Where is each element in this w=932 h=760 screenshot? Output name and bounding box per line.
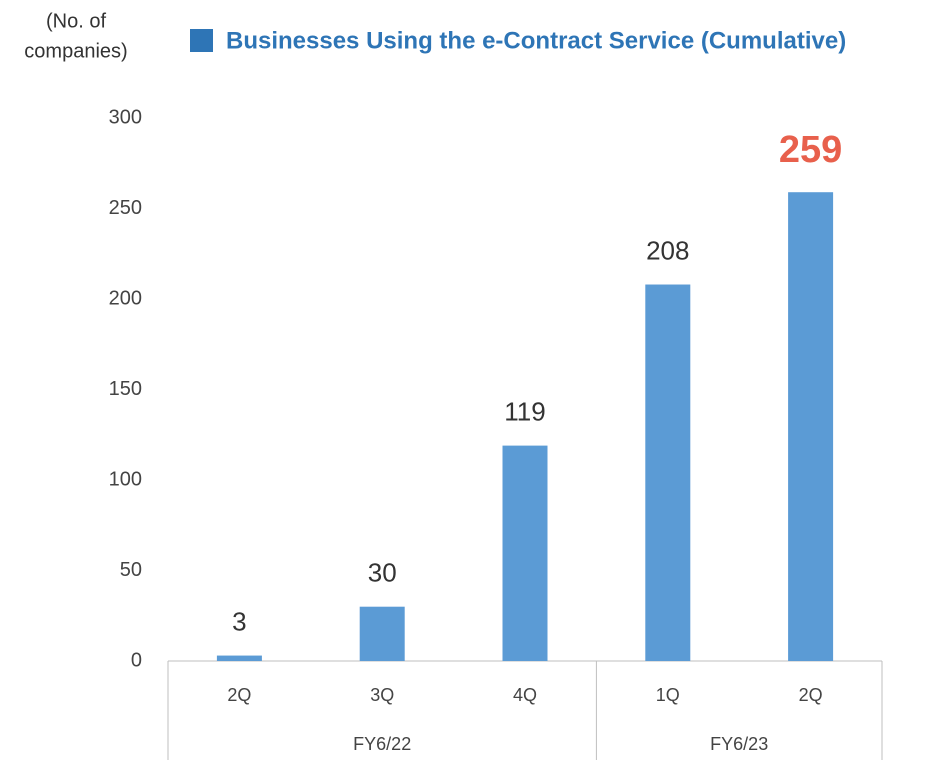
value-label: 30 xyxy=(368,558,397,588)
y-tick-label: 50 xyxy=(120,559,142,581)
y-tick-label: 200 xyxy=(109,287,142,309)
x-tick-label: 4Q xyxy=(513,685,537,705)
y-axis-label: (No. of xyxy=(46,10,106,32)
value-label: 3 xyxy=(232,606,246,636)
x-tick-label: 2Q xyxy=(799,685,823,705)
y-tick-label: 100 xyxy=(109,468,142,490)
chart-title: Businesses Using the e-Contract Service … xyxy=(226,27,846,54)
value-label: 208 xyxy=(646,235,689,265)
bar xyxy=(788,192,834,661)
y-tick-label: 0 xyxy=(131,649,142,671)
legend-swatch xyxy=(190,29,213,52)
bar xyxy=(645,284,691,661)
bar xyxy=(502,445,548,661)
bar xyxy=(216,655,262,661)
y-tick-label: 150 xyxy=(109,378,142,400)
y-tick-label: 300 xyxy=(109,106,142,128)
x-tick-label: 1Q xyxy=(656,685,680,705)
group-label: FY6/22 xyxy=(353,734,411,754)
x-tick-label: 2Q xyxy=(227,685,251,705)
group-label: FY6/23 xyxy=(710,734,768,754)
y-axis-label: companies) xyxy=(24,40,127,62)
value-label: 119 xyxy=(504,396,545,426)
bar xyxy=(359,606,405,661)
y-tick-label: 250 xyxy=(109,197,142,219)
x-tick-label: 3Q xyxy=(370,685,394,705)
value-label: 259 xyxy=(779,129,842,171)
